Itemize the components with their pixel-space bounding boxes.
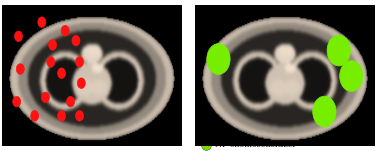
Text: Small molecule chemosensitizer: Small molecule chemosensitizer (215, 133, 347, 141)
Text: NP chemosensitizer: NP chemosensitizer (215, 141, 297, 149)
